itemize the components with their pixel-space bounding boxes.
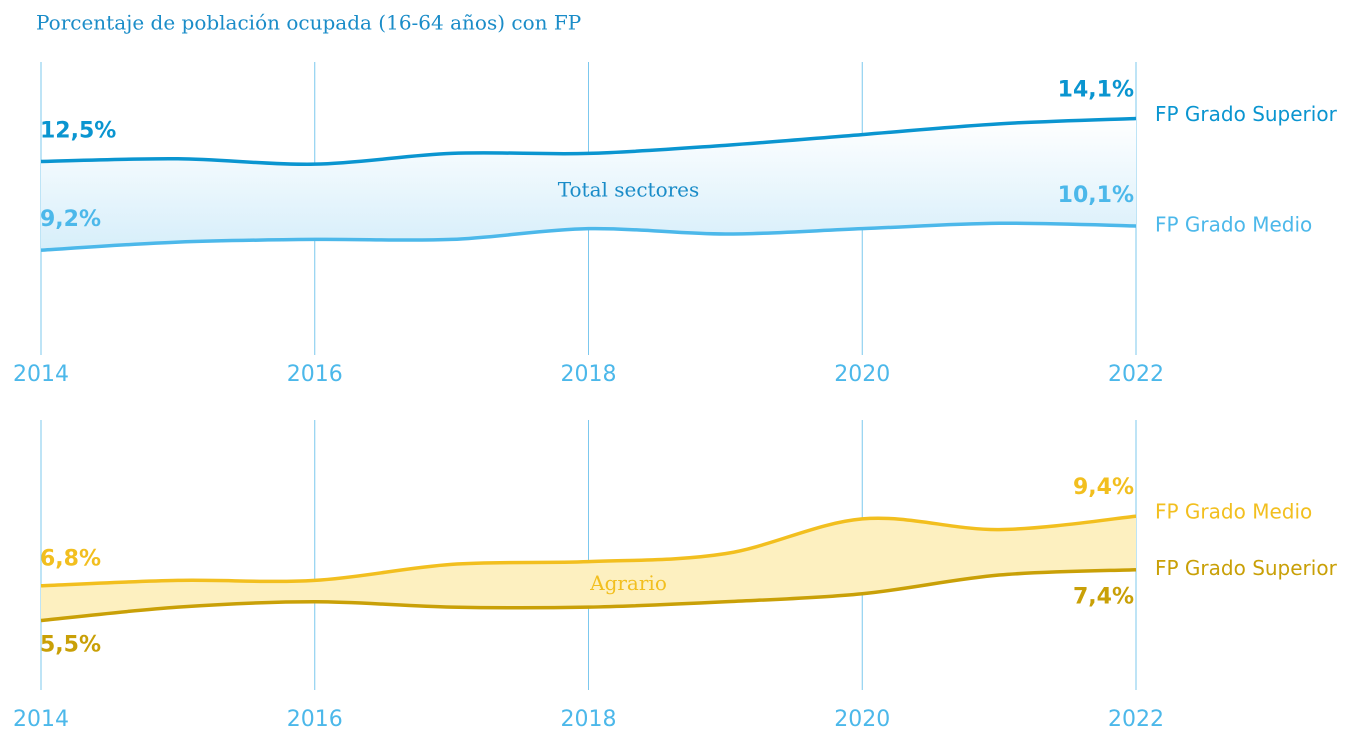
value-label: 6,8% — [40, 547, 101, 572]
x-tick-label: 2020 — [834, 707, 890, 732]
x-tick-label: 2018 — [561, 707, 617, 732]
legend-entry: FP Grado Superior — [1155, 556, 1338, 580]
value-label: 9,2% — [40, 207, 101, 232]
chart-title: Porcentaje de población ocupada (16-64 a… — [36, 11, 581, 35]
value-label: 12,5% — [40, 118, 116, 143]
x-tick-label: 2022 — [1108, 362, 1164, 387]
value-label: 14,1% — [1058, 77, 1134, 102]
chart: Porcentaje de población ocupada (16-64 a… — [0, 0, 1356, 736]
x-tick-label: 2016 — [287, 707, 343, 732]
x-tick-label: 2014 — [13, 362, 69, 387]
legend-entry: FP Grado Superior — [1155, 102, 1338, 126]
x-tick-label: 2020 — [834, 362, 890, 387]
annotation: Total sectores — [558, 178, 700, 202]
value-label: 10,1% — [1058, 183, 1134, 208]
x-tick-label: 2018 — [561, 362, 617, 387]
x-tick-label: 2014 — [13, 707, 69, 732]
x-tick-label: 2022 — [1108, 707, 1164, 732]
annotation: Agrario — [589, 571, 667, 595]
value-label: 5,5% — [40, 632, 101, 657]
value-label: 9,4% — [1073, 475, 1134, 500]
legend-entry: FP Grado Medio — [1155, 212, 1312, 236]
x-tick-label: 2016 — [287, 362, 343, 387]
legend-entry: FP Grado Medio — [1155, 500, 1312, 524]
value-label: 7,4% — [1073, 585, 1134, 610]
page: {"chart_data": [ {"type": "line", "title… — [0, 0, 1356, 736]
